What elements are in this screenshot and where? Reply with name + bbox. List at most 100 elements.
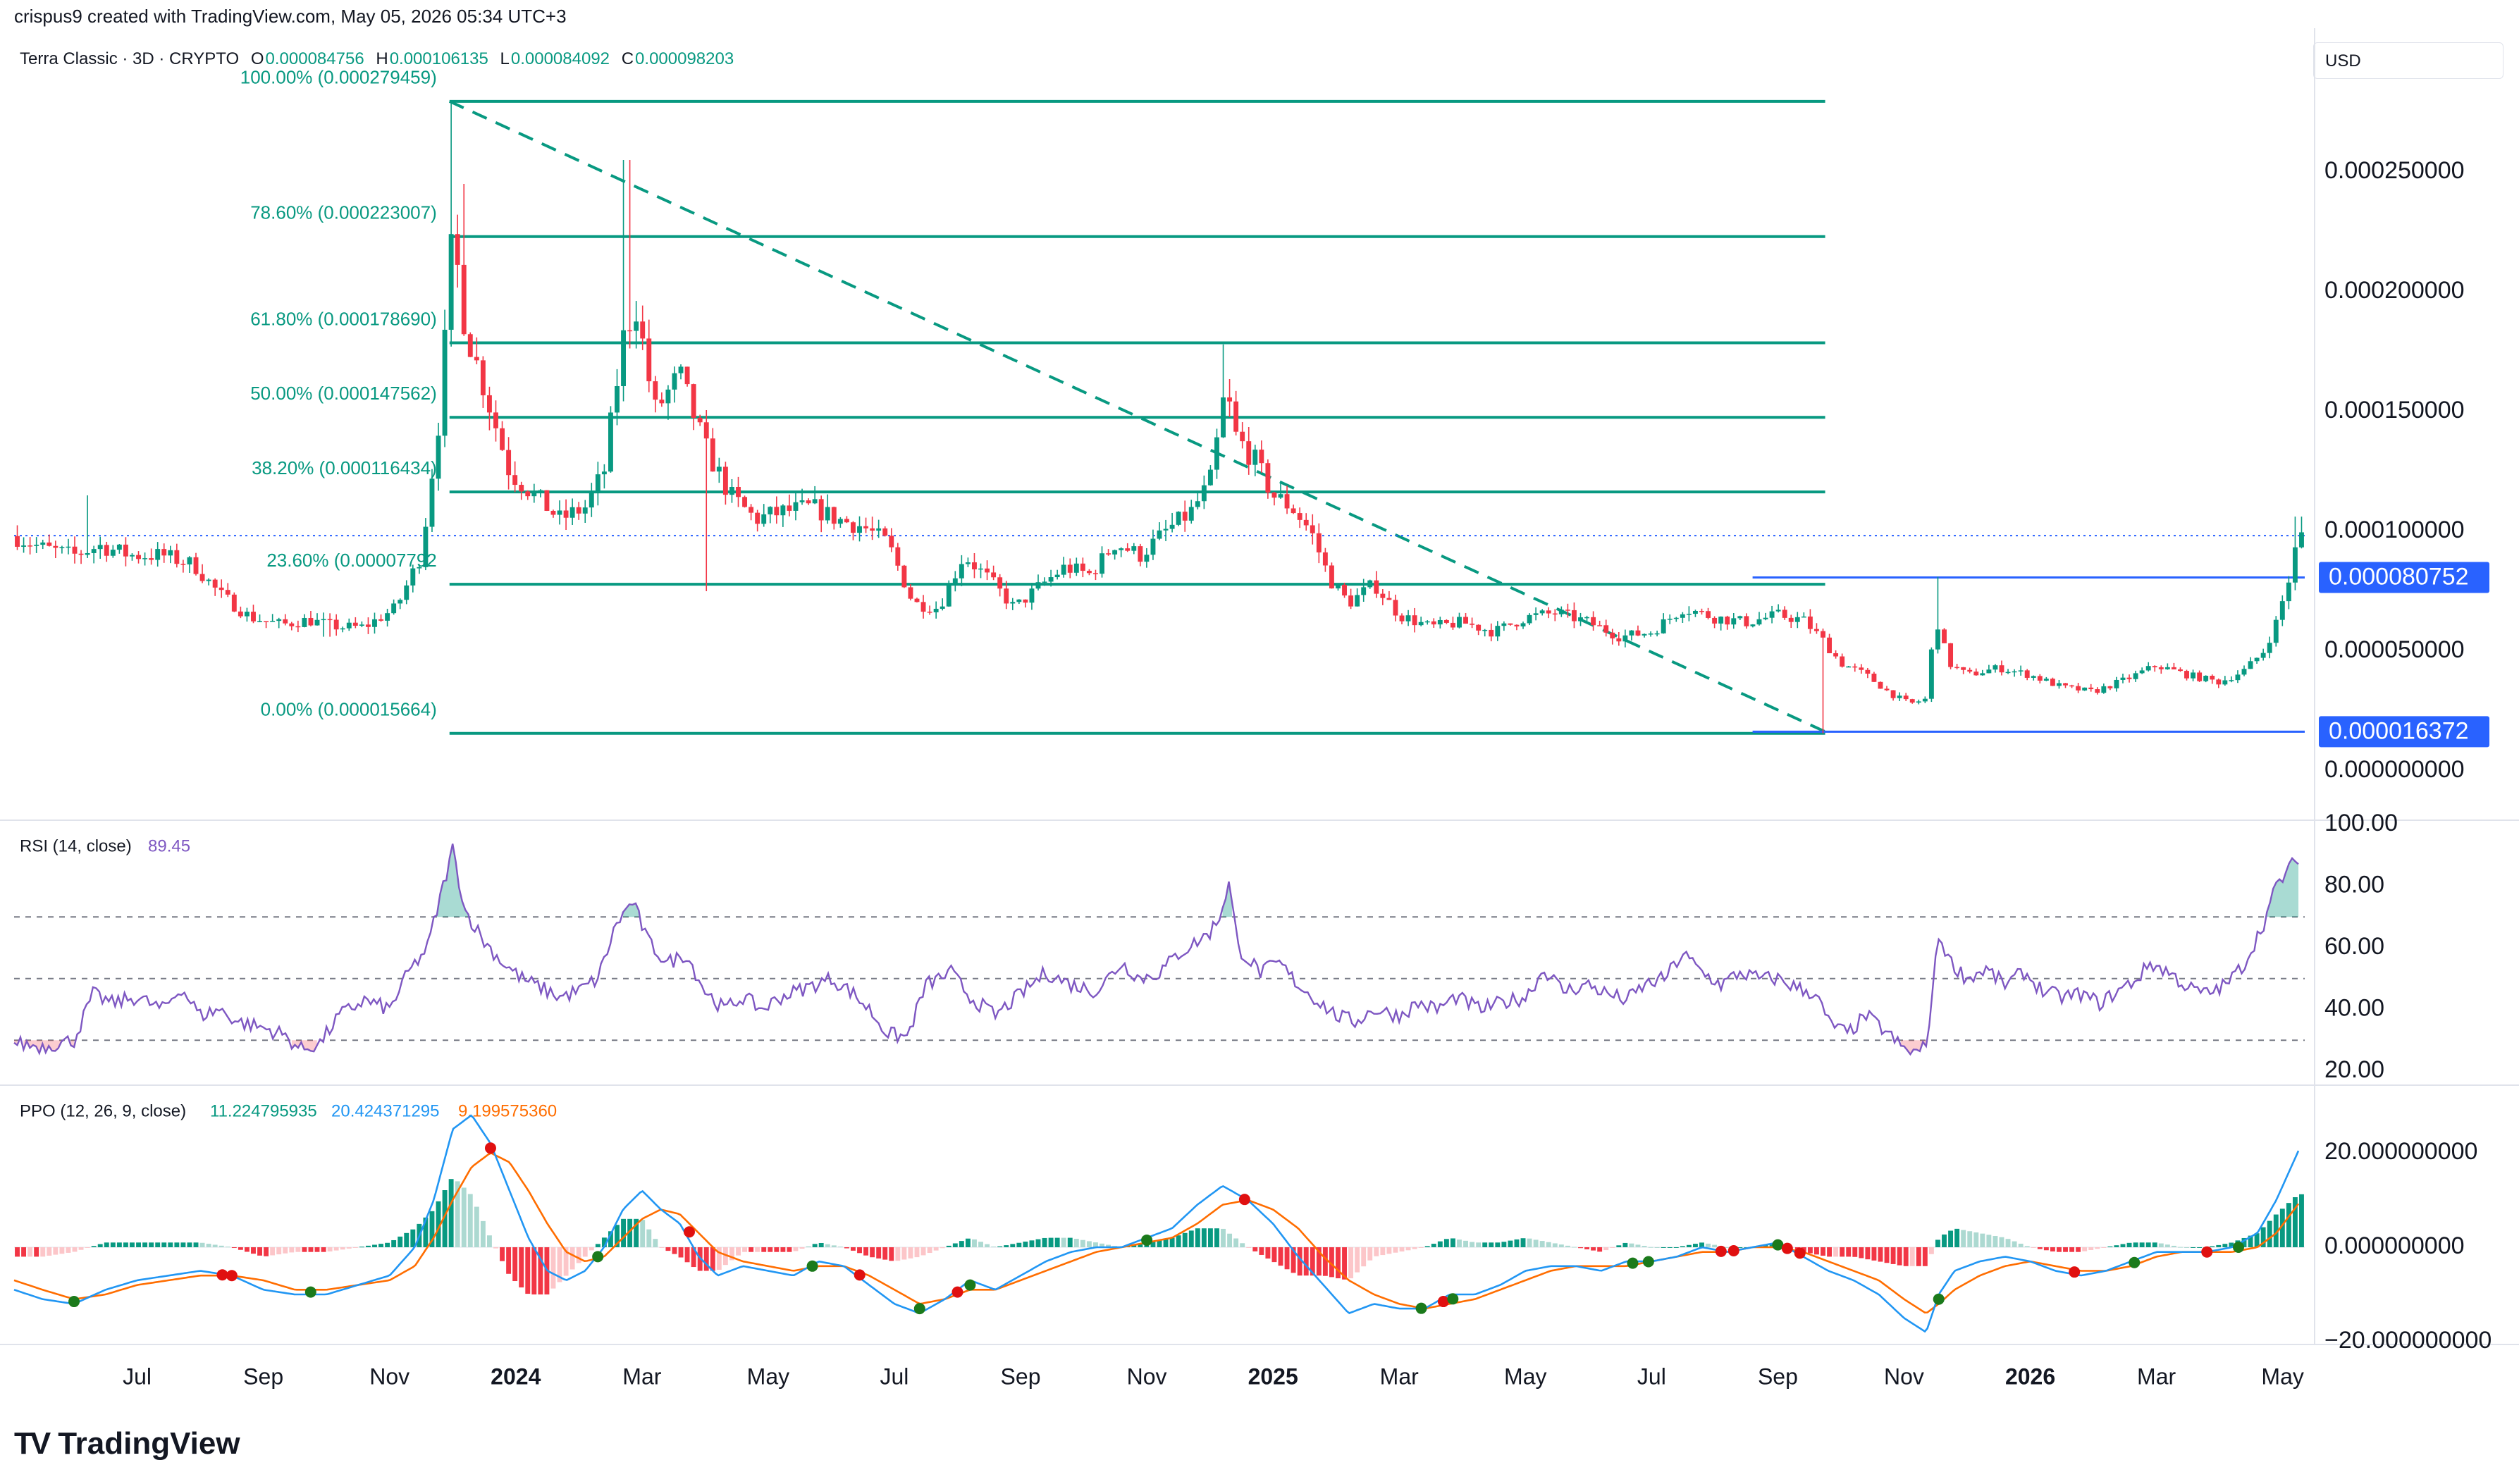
candle-body — [895, 547, 901, 566]
candle-body — [2018, 670, 2024, 672]
ppo-cross-marker — [1642, 1256, 1654, 1268]
candle-body — [2216, 679, 2222, 685]
ppo-hist-bar — [398, 1236, 403, 1247]
ppo-hist-bar — [927, 1247, 932, 1254]
candle-body — [2043, 679, 2049, 681]
candle-body — [1967, 669, 1973, 672]
candle-body — [844, 519, 849, 523]
ppo-hist-bar — [1271, 1247, 1277, 1263]
ppo-hist-bar — [653, 1239, 658, 1247]
candle-body — [486, 395, 492, 413]
candle-body — [1750, 624, 1756, 626]
candle-body — [1508, 623, 1513, 625]
ppo-hist-bar — [231, 1247, 237, 1249]
candle-body — [2152, 666, 2157, 667]
candle-body — [1010, 602, 1016, 604]
candle-body — [2031, 676, 2036, 678]
ppo-hist-bar — [2037, 1247, 2043, 1249]
ppo-hist-bar — [1163, 1239, 1169, 1247]
ppo-hist-bar — [946, 1245, 951, 1247]
ppo-hist-bar — [1316, 1247, 1322, 1276]
candle-body — [308, 617, 314, 626]
candle-body — [2145, 666, 2151, 671]
ppo-hist-bar — [72, 1247, 78, 1252]
ppo-hist-bar — [1437, 1241, 1443, 1247]
candle-body — [1814, 629, 1819, 631]
ppo-hist-bar — [755, 1247, 760, 1252]
candle-body — [1443, 619, 1449, 623]
price-badge-label: 0.000016372 — [2329, 717, 2469, 744]
ppo-hist-bar — [2031, 1247, 2036, 1248]
candle-body — [659, 400, 665, 404]
time-tick-label: Nov — [1127, 1364, 1167, 1389]
candle-body — [1807, 616, 1813, 629]
ppo-hist-bar — [1361, 1247, 1367, 1267]
ppo-hist-bar — [257, 1247, 262, 1256]
ppo-hist-bar — [2095, 1247, 2100, 1249]
time-tick-label: Jul — [123, 1364, 152, 1389]
candle-body — [1138, 546, 1143, 562]
candle-body — [1788, 617, 1794, 622]
ppo-hist-bar — [1310, 1247, 1315, 1276]
ppo-cross-marker — [304, 1286, 316, 1298]
ppo-hist-bar — [2273, 1214, 2279, 1247]
fib-level-label: 50.00% (0.000147562) — [250, 383, 437, 404]
candle-body — [653, 381, 658, 400]
ppo-signal-line — [13, 1151, 2300, 1314]
ppo-hist-bar — [1501, 1242, 1507, 1247]
candle-body — [1227, 397, 1233, 402]
ppo-hist-bar — [972, 1239, 977, 1247]
ppo-hist-bar — [2139, 1242, 2145, 1247]
ppo-hist-bar — [857, 1247, 862, 1254]
ppo-hist-bar — [531, 1247, 537, 1294]
candle-body — [1712, 617, 1718, 624]
ppo-cross-marker — [1415, 1302, 1427, 1314]
ppo-hist-bar — [270, 1247, 276, 1256]
candle-body — [1342, 584, 1347, 596]
ppo-hist-bar — [365, 1245, 371, 1247]
ppo-hist-bar — [116, 1242, 122, 1247]
candle-body — [2063, 683, 2068, 686]
chart-canvas[interactable]: 0.000250000 0.000200000 0.000150000 0.00010… — [0, 0, 2519, 1409]
candle-body — [920, 602, 926, 612]
ppo-hist-bar — [665, 1247, 671, 1251]
ppo-hist-bar — [1450, 1238, 1455, 1247]
rsi-overbought-fill — [2267, 858, 2299, 917]
candle-body — [2050, 679, 2055, 686]
ppo-hist-bar — [1706, 1243, 1711, 1247]
candle-body — [2126, 677, 2132, 679]
ppo-hist-bar — [289, 1247, 295, 1253]
candle-body — [1986, 669, 1992, 674]
candle-body — [97, 545, 103, 550]
ppo-hist-bar — [429, 1211, 435, 1247]
ppo-hist-bar — [1073, 1239, 1079, 1247]
candle-body — [442, 329, 448, 436]
candle-body — [525, 491, 531, 497]
ppo-hist-bar — [59, 1247, 65, 1254]
ppo-hist-bar — [959, 1241, 964, 1247]
candle-body — [1195, 501, 1200, 507]
ppo-hist-bar — [1712, 1244, 1718, 1247]
ppo-cross-marker — [1627, 1257, 1639, 1269]
candle-body — [257, 621, 262, 622]
candle-body — [27, 545, 33, 547]
candle-body — [1571, 610, 1577, 622]
ppo-hist-bar — [1284, 1247, 1290, 1270]
currency-selector[interactable]: USD — [2313, 42, 2503, 79]
ppo-hist-bar — [1157, 1239, 1162, 1247]
time-tick-label: 2024 — [491, 1364, 541, 1389]
candle-body — [2197, 672, 2203, 681]
candle-body — [174, 550, 180, 564]
ppo-hist-bar — [1642, 1246, 1647, 1247]
ppo-hist-bar — [672, 1247, 677, 1254]
candle-body — [825, 507, 830, 521]
ppo-hist-bar — [1890, 1247, 1896, 1264]
candle-body — [914, 598, 920, 602]
ppo-hist-bar — [1763, 1244, 1768, 1247]
ppo-hist-bar — [155, 1242, 161, 1247]
candle-body — [1431, 621, 1436, 625]
candle-body — [1884, 688, 1890, 691]
candle-body — [691, 384, 696, 418]
candle-body — [2088, 687, 2094, 690]
candle-body — [398, 600, 403, 604]
